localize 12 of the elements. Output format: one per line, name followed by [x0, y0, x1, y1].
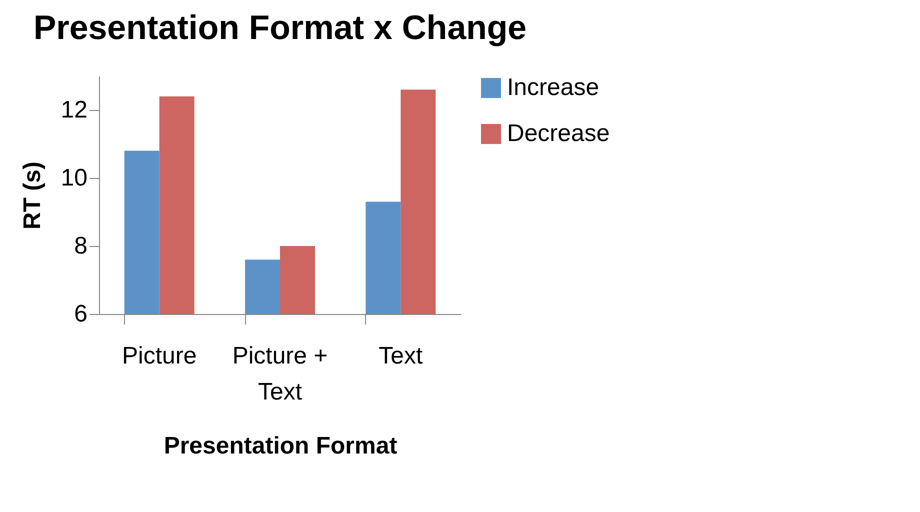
- y-tick-label: 6: [74, 300, 88, 328]
- y-axis-title: RT (s): [18, 162, 46, 230]
- x-axis-title: Presentation Format: [164, 432, 398, 460]
- y-tick-label: 8: [74, 232, 88, 260]
- legend-label: Decrease: [507, 120, 610, 147]
- y-tick-label: 12: [60, 96, 88, 124]
- chart-title: Presentation Format x Change: [33, 9, 527, 47]
- x-tick-label: Text: [378, 342, 424, 370]
- x-tick-label: Picture: [122, 342, 197, 370]
- y-tick-label: 10: [60, 164, 88, 192]
- x-tick-label: Picture + Text: [232, 342, 328, 406]
- legend-label: Increase: [507, 74, 600, 101]
